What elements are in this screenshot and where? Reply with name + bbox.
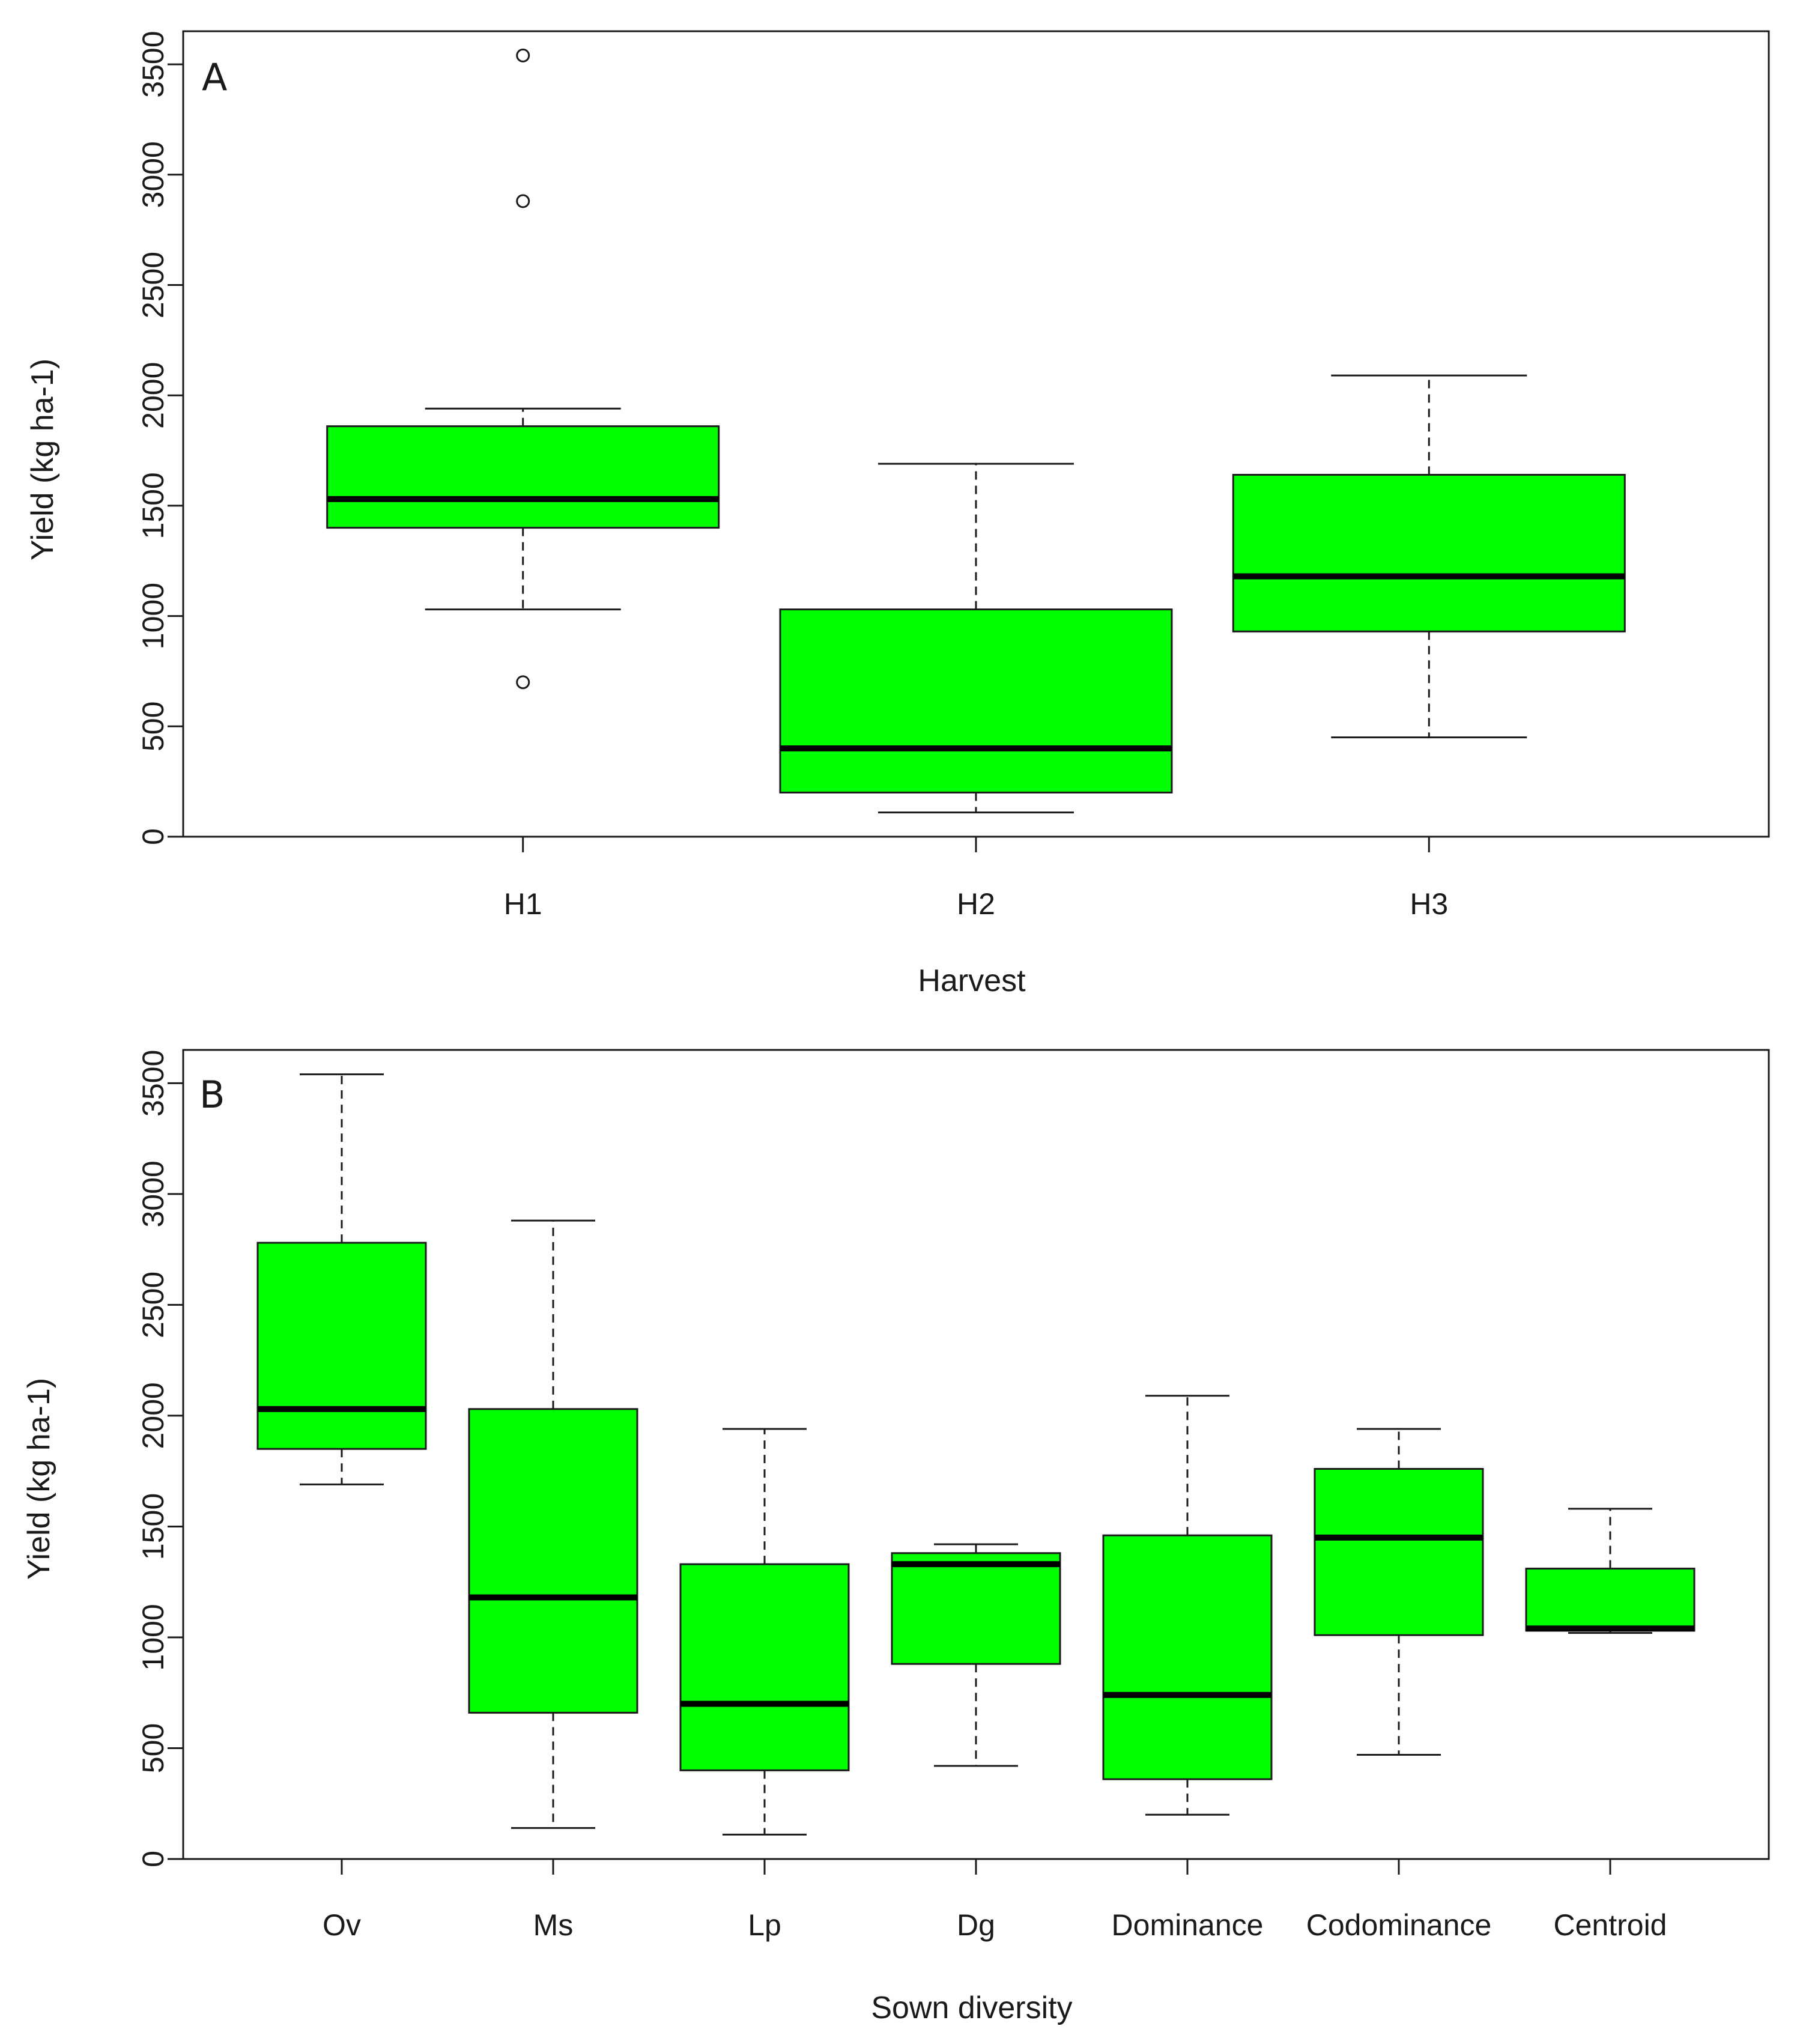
panel-a-box [326, 425, 720, 529]
panel-b-y-tick-label: 0 [136, 1851, 170, 1867]
panel-a-outlier-point [516, 675, 530, 690]
panel-b-y-tick-label: 2500 [136, 1272, 170, 1338]
panel-b-y-axis-title: Yield (kg ha-1) [22, 1378, 56, 1580]
panel-a-x-tick-label: H1 [504, 887, 542, 921]
panel-a: A Harvest Yield (kg ha-1) 0 500 1000 1500 20… [25, 30, 1770, 998]
panel-b-x-tick-label: Ms [533, 1908, 574, 1942]
panel-b-box [891, 1552, 1061, 1665]
panel-a-y-tick-label: 3500 [136, 31, 170, 97]
panel-a-y-tick-label: 500 [136, 702, 170, 751]
panel-a-x-tick-label: H2 [957, 887, 995, 921]
panel-b-y-tick-label: 1000 [136, 1604, 170, 1670]
panel-a-outlier-point [516, 48, 530, 62]
panel-a-y-tick-label: 2000 [136, 362, 170, 429]
panel-b-x-tick-label: Dg [957, 1908, 995, 1942]
panel-b-y-tick-label: 500 [136, 1723, 170, 1773]
panel-b-y-tick-label: 3000 [136, 1160, 170, 1227]
panel-a-box [1232, 473, 1626, 632]
panel-a-y-tick-label: 1500 [136, 472, 170, 539]
panel-b-box [468, 1408, 638, 1714]
panel-b-y-tick-label: 2000 [136, 1382, 170, 1449]
panel-b-x-tick-label: Codominance [1306, 1908, 1492, 1942]
panel-b-x-tick-label: Centroid [1554, 1908, 1667, 1942]
panel-b-label: B [199, 1073, 225, 1117]
panel-b-box [1314, 1467, 1484, 1636]
panel-a-x-axis-title: Harvest [918, 963, 1026, 998]
panel-b-box [1102, 1534, 1273, 1780]
panel-b: B Sown diversity Yield (kg ha-1) 0 500 100… [22, 1049, 1770, 2025]
panel-a-y-tick-label: 0 [136, 828, 170, 845]
panel-a-y-tick-label: 2500 [136, 252, 170, 318]
panel-a-box [779, 608, 1173, 794]
panel-a-y-axis-title: Yield (kg ha-1) [25, 359, 60, 560]
panel-b-box [679, 1563, 850, 1771]
panel-b-y-tick-label: 3500 [136, 1050, 170, 1117]
panel-b-box [256, 1242, 427, 1450]
panel-a-x-tick-label: H3 [1410, 887, 1448, 921]
panel-b-y-tick-label: 1500 [136, 1493, 170, 1560]
panel-a-y-tick-label: 1000 [136, 583, 170, 649]
panel-b-box [1525, 1568, 1696, 1632]
panel-a-y-tick-label: 3000 [136, 141, 170, 208]
panel-a-label: A [202, 55, 227, 99]
panel-b-x-tick-label: Dominance [1112, 1908, 1264, 1942]
panel-a-outlier-point [516, 194, 530, 208]
panel-b-x-axis-title: Sown diversity [871, 1991, 1072, 2025]
panel-b-x-tick-label: Ov [323, 1908, 361, 1942]
panel-b-x-tick-label: Lp [748, 1908, 781, 1942]
